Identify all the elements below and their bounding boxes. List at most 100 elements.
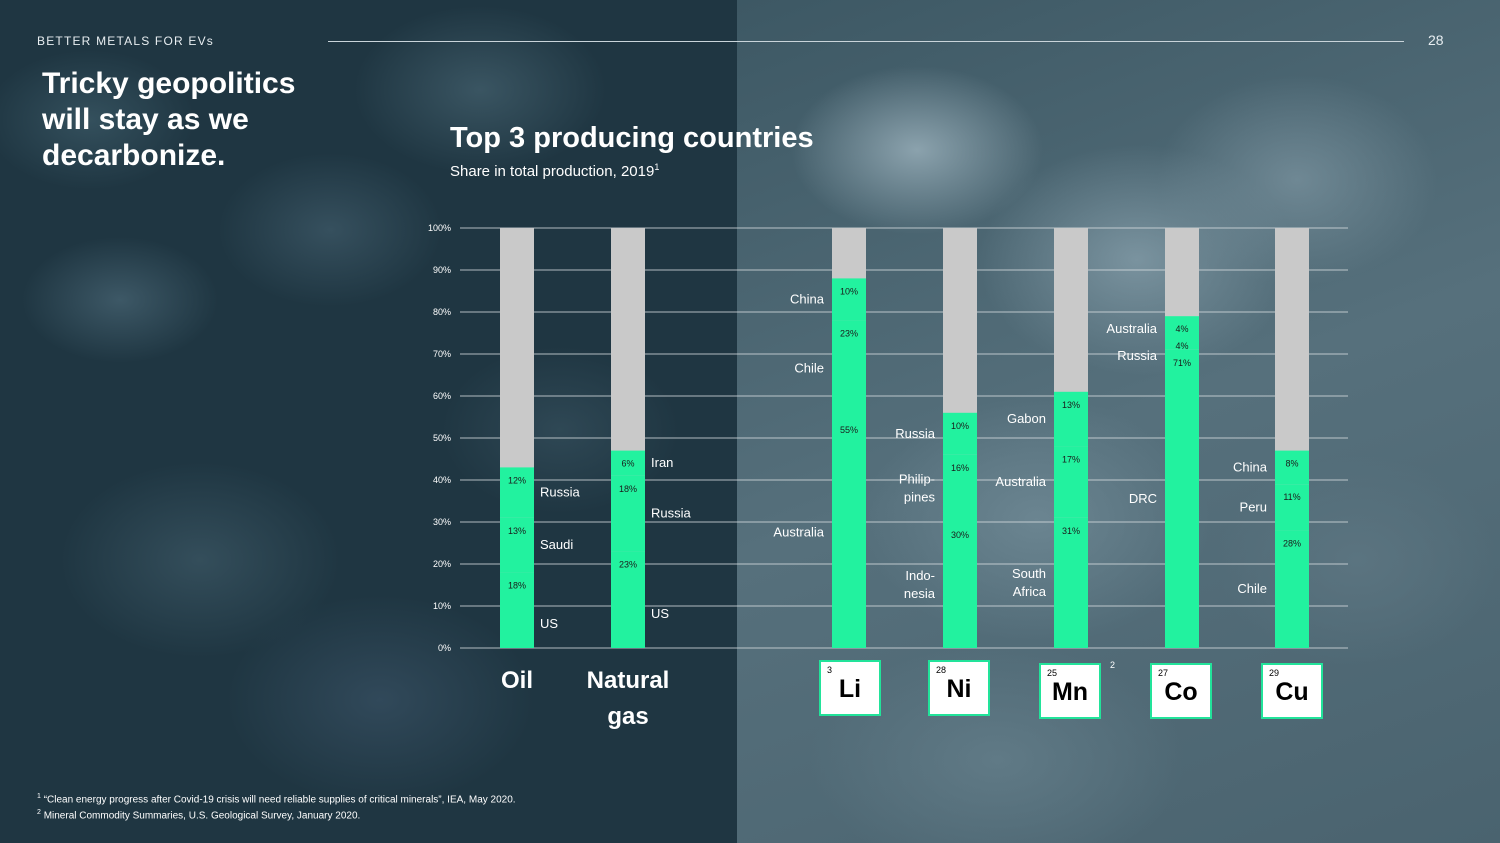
country-label: China	[790, 291, 825, 306]
atomic-number: 27	[1158, 668, 1169, 678]
data-label: 16%	[951, 463, 969, 473]
bar-segment	[500, 517, 534, 573]
y-tick-label: 70%	[433, 349, 451, 359]
category-label: Natural	[587, 667, 670, 694]
element-symbol: Li	[838, 675, 862, 703]
footnote-1-text: “Clean energy progress after Covid-19 cr…	[43, 794, 516, 806]
country-label: DRC	[1129, 491, 1157, 506]
element-symbol: Cu	[1275, 678, 1309, 706]
data-label: 12%	[508, 475, 526, 485]
bar-segment	[1165, 316, 1199, 333]
country-label: Chile	[1237, 581, 1267, 596]
bar-segment	[943, 522, 977, 648]
element-symbol: Ni	[946, 675, 972, 703]
bar-segment	[1165, 349, 1199, 648]
chart-subtitle-footnote-mark: 1	[654, 162, 660, 172]
data-label: 4%	[1175, 324, 1188, 334]
chart-subtitle: Share in total production, 20191	[450, 162, 659, 180]
y-tick-label: 100%	[428, 223, 451, 233]
bar-segment	[1054, 391, 1088, 447]
chart-title: Top 3 producing countries	[450, 122, 814, 154]
bar-segment	[1054, 446, 1088, 518]
data-label: 4%	[1175, 341, 1188, 351]
source-footnote-mark: 2	[1110, 660, 1116, 670]
y-tick-label: 60%	[433, 391, 451, 401]
bar-segment	[943, 412, 977, 455]
bar-segment	[832, 278, 866, 321]
country-label: Russia	[1117, 348, 1158, 363]
element-box-mn: 25 Mn	[1039, 663, 1101, 719]
country-label: Russia	[540, 485, 581, 500]
footnote-1-mark: 1	[37, 793, 41, 800]
bar-segment	[1275, 450, 1309, 485]
footnote-2-text: Mineral Commodity Summaries, U.S. Geolog…	[43, 810, 361, 822]
bar-segment	[943, 454, 977, 522]
country-label: Iran	[651, 455, 673, 470]
atomic-number: 28	[936, 665, 947, 675]
header-divider	[328, 41, 1404, 42]
data-label: 55%	[840, 425, 858, 435]
bar-segment	[1275, 530, 1309, 648]
data-label: 10%	[840, 286, 858, 296]
atomic-number: 29	[1269, 668, 1280, 678]
y-tick-label: 90%	[433, 265, 451, 275]
category-label: gas	[607, 703, 648, 730]
data-label: 17%	[1062, 454, 1080, 464]
y-tick-label: 30%	[433, 517, 451, 527]
data-label: 11%	[1283, 492, 1300, 502]
country-label: US	[540, 616, 558, 631]
country-label: Russia	[895, 426, 936, 441]
atomic-number: 25	[1047, 668, 1058, 678]
country-label: pines	[904, 489, 936, 504]
data-label: 23%	[619, 559, 637, 569]
y-tick-label: 20%	[433, 559, 451, 569]
bar-segment	[611, 450, 645, 476]
data-label: 6%	[621, 459, 634, 469]
data-label: 18%	[619, 484, 637, 494]
bar-segment	[832, 320, 866, 417]
y-tick-label: 80%	[433, 307, 451, 317]
bar-segment	[1275, 484, 1309, 531]
data-label: 30%	[951, 530, 969, 540]
y-tick-label: 0%	[438, 643, 451, 653]
country-label: South	[1012, 566, 1046, 581]
country-label: Chile	[794, 361, 824, 376]
country-label: Australia	[995, 474, 1046, 489]
bar-segment	[611, 551, 645, 648]
page-number: 28	[1428, 32, 1444, 48]
country-label: Russia	[651, 506, 692, 521]
data-label: 71%	[1173, 358, 1191, 368]
data-label: 13%	[1062, 400, 1080, 410]
country-label: Peru	[1240, 499, 1267, 514]
country-label: Philip-	[899, 471, 935, 486]
category-label: Oil	[501, 667, 533, 694]
element-box-cu: 29 Cu	[1261, 663, 1323, 719]
country-label: US	[651, 606, 669, 621]
bar-segment	[500, 467, 534, 518]
data-label: 8%	[1285, 459, 1298, 469]
section-header: BETTER METALS FOR EVs	[37, 34, 214, 48]
country-label: Saudi	[540, 537, 573, 552]
country-label: China	[1233, 459, 1268, 474]
footnote-1: 1 “Clean energy progress after Covid-19 …	[37, 790, 516, 806]
country-label: Africa	[1013, 584, 1047, 599]
atomic-number: 3	[827, 665, 833, 675]
chart-subtitle-text: Share in total production, 2019	[450, 163, 655, 180]
data-label: 23%	[840, 328, 858, 338]
y-tick-label: 40%	[433, 475, 451, 485]
country-label: Australia	[773, 525, 824, 540]
y-tick-label: 10%	[433, 601, 451, 611]
element-box-ni: 28 Ni	[928, 660, 990, 716]
element-symbol: Co	[1164, 678, 1198, 706]
bar-segment	[611, 475, 645, 552]
y-tick-label: 50%	[433, 433, 451, 443]
country-label: Indo-	[905, 568, 935, 583]
footnote-2-mark: 2	[37, 809, 41, 817]
footnote-2: 2 Mineral Commodity Summaries, U.S. Geol…	[37, 806, 516, 822]
data-label: 10%	[951, 421, 969, 431]
bar-segment	[500, 572, 534, 648]
element-box-co: 27 Co	[1150, 663, 1212, 719]
data-label: 13%	[508, 526, 526, 536]
country-label: nesia	[904, 586, 936, 601]
